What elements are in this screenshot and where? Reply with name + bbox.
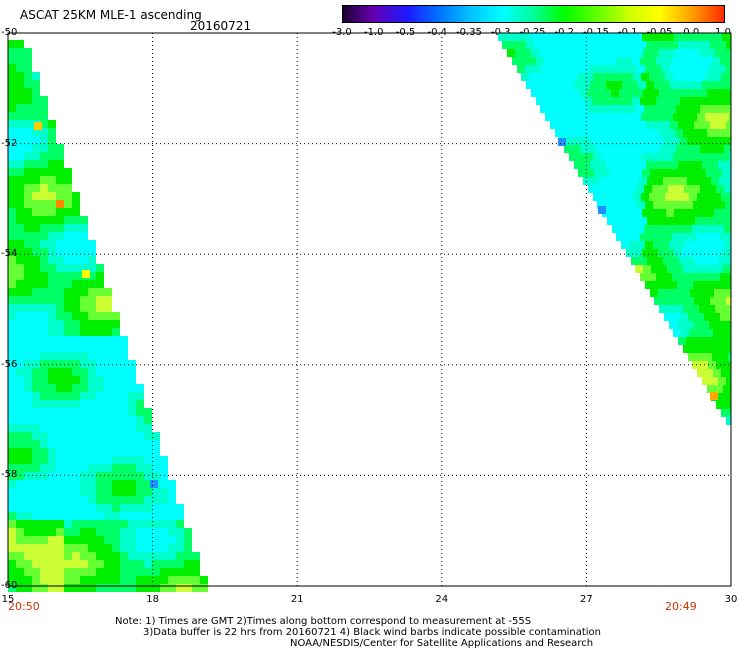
longitude-label: 21 <box>290 594 304 605</box>
longitude-label: 15 <box>1 594 15 605</box>
colorbar <box>342 5 725 23</box>
note-line-3: NOAA/NESDIS/Center for Satellite Applica… <box>290 638 594 649</box>
longitude-label: 24 <box>435 594 449 605</box>
latitude-label: -54 <box>1 248 18 260</box>
start-time: 20:50 <box>8 600 40 613</box>
latitude-label: -58 <box>1 469 18 481</box>
swath-pixels <box>8 33 731 592</box>
note-line-2: 3)Data buffer is 22 hrs from 20160721 4)… <box>143 627 601 638</box>
chart-date: 20160721 <box>190 19 252 33</box>
longitude-label: 27 <box>580 594 593 605</box>
latitude-label: -56 <box>1 358 18 370</box>
latitude-label: -60 <box>1 580 18 591</box>
chart-title: ASCAT 25KM MLE-1 ascending <box>20 8 202 22</box>
longitude-label: 18 <box>146 594 159 605</box>
note-line-1: Note: 1) Times are GMT 2)Times along bot… <box>115 616 532 627</box>
end-time: 20:49 <box>665 600 697 613</box>
longitude-label: 30 <box>724 594 738 605</box>
latitude-label: -50 <box>1 27 18 38</box>
latitude-label: -52 <box>1 137 18 149</box>
map-frame <box>7 32 732 587</box>
